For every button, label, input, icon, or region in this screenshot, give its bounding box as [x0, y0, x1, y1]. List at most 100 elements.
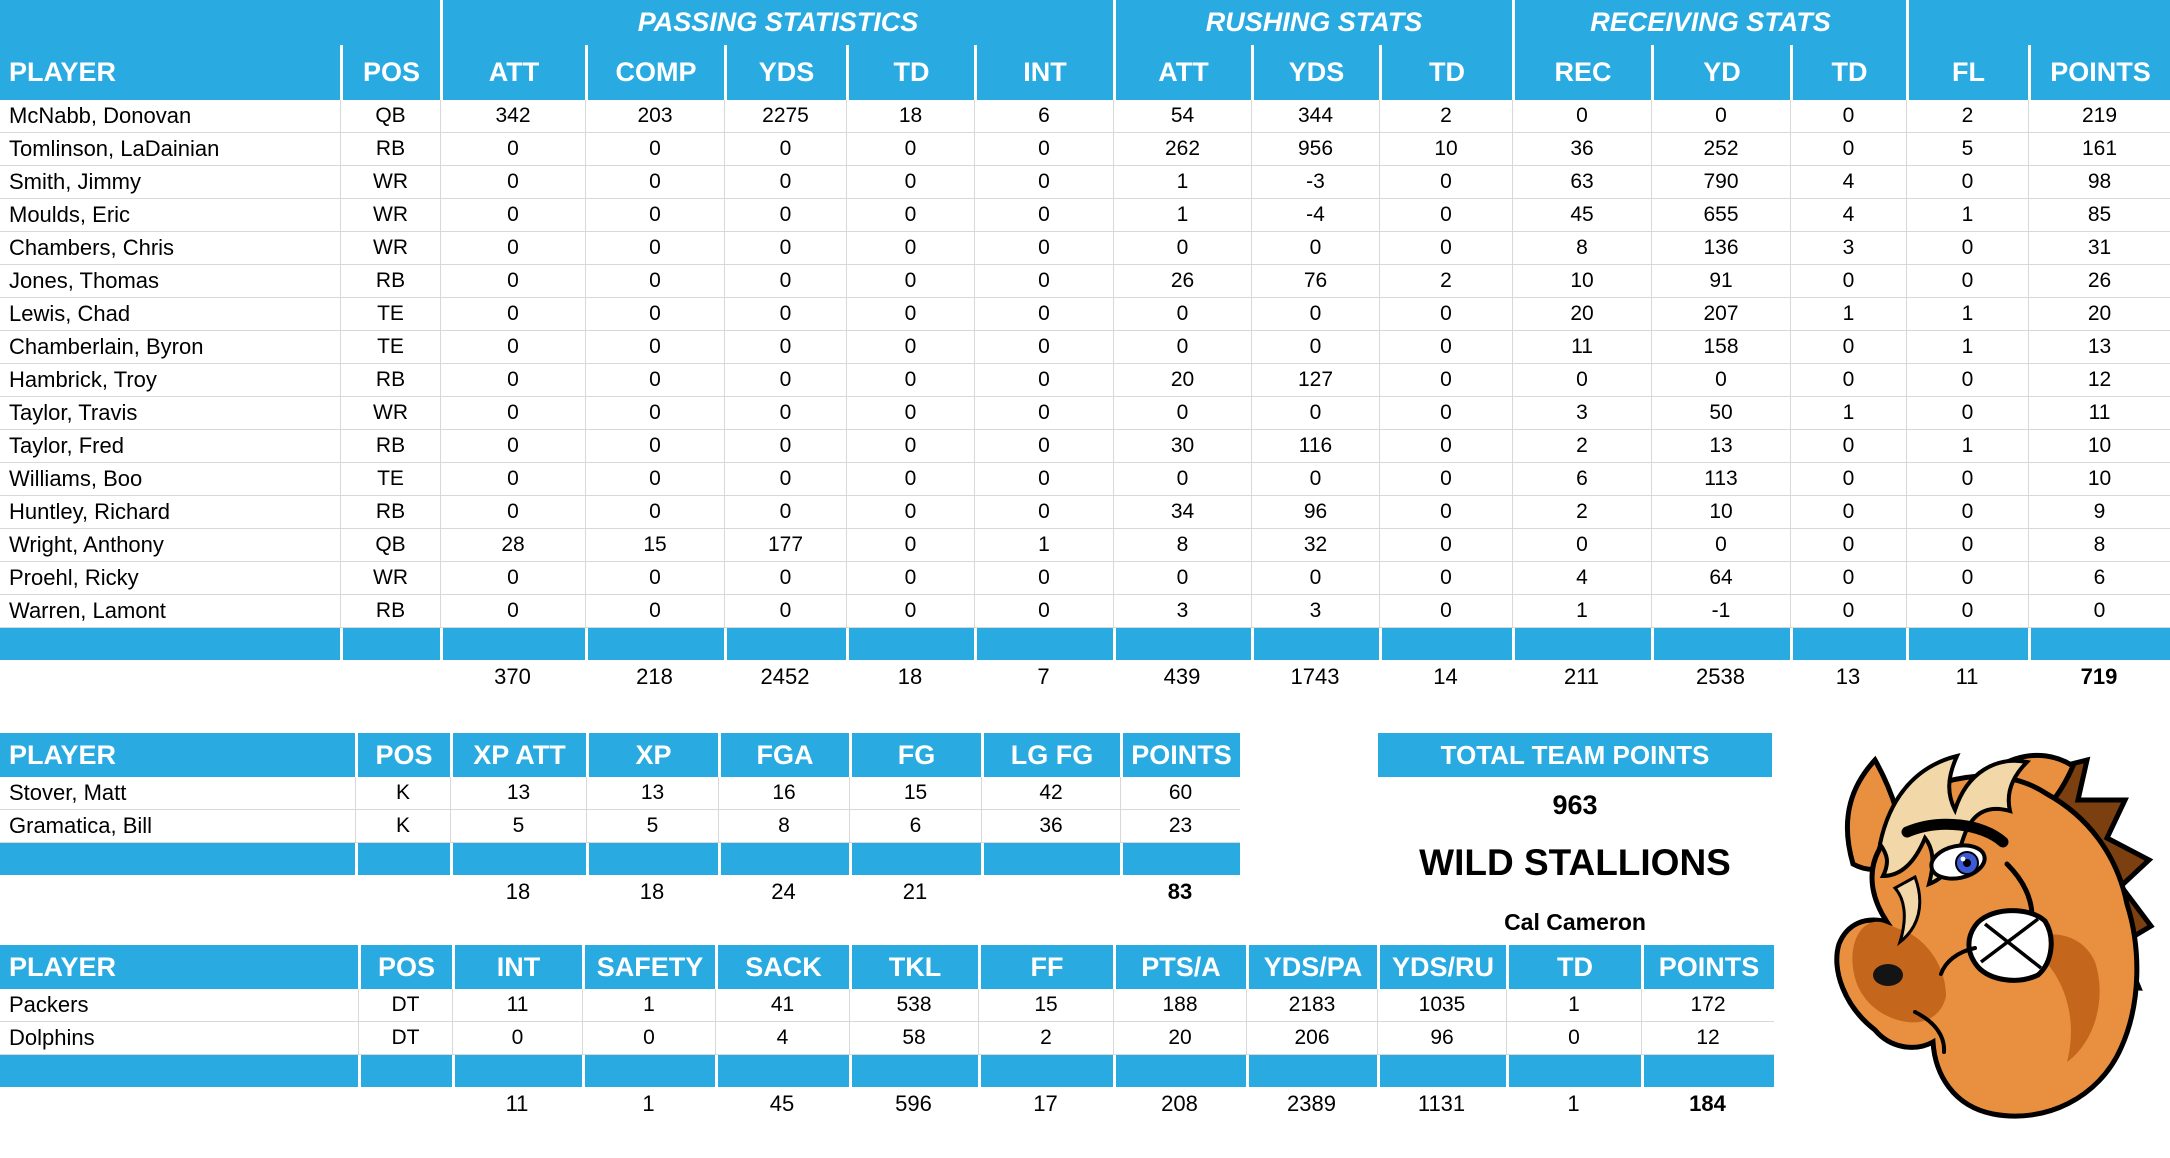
- stat-cell[interactable]: 0: [1790, 496, 1906, 529]
- stat-cell[interactable]: 10: [2028, 463, 2170, 496]
- stat-cell[interactable]: 60: [1120, 777, 1240, 810]
- stat-cell[interactable]: 0: [1379, 595, 1512, 628]
- stat-cell[interactable]: 0: [1790, 529, 1906, 562]
- stat-cell[interactable]: 0: [1906, 265, 2028, 298]
- stat-cell[interactable]: 0: [974, 133, 1113, 166]
- stat-cell[interactable]: 0: [846, 364, 974, 397]
- stat-cell[interactable]: 158: [1651, 331, 1790, 364]
- stat-cell[interactable]: 31: [2028, 232, 2170, 265]
- stat-cell[interactable]: 0: [585, 463, 724, 496]
- stat-cell[interactable]: 23: [1120, 810, 1240, 843]
- stat-cell[interactable]: 30: [1113, 430, 1251, 463]
- stat-cell[interactable]: 0: [846, 133, 974, 166]
- stat-cell[interactable]: 13: [1651, 430, 1790, 463]
- stat-cell[interactable]: 41: [715, 989, 849, 1022]
- total-team-points-value[interactable]: 963: [1552, 790, 1598, 820]
- stat-cell[interactable]: 0: [440, 331, 585, 364]
- pos-cell[interactable]: DT: [358, 989, 452, 1022]
- stat-cell[interactable]: -4: [1251, 199, 1379, 232]
- stat-cell[interactable]: 0: [974, 397, 1113, 430]
- stat-cell[interactable]: 0: [974, 331, 1113, 364]
- stat-cell[interactable]: 6: [974, 100, 1113, 133]
- stat-cell[interactable]: 0: [440, 430, 585, 463]
- pos-cell[interactable]: K: [355, 810, 450, 843]
- stat-cell[interactable]: 11: [2028, 397, 2170, 430]
- stat-cell[interactable]: 0: [846, 562, 974, 595]
- stat-cell[interactable]: 4: [1790, 199, 1906, 232]
- stat-cell[interactable]: 13: [2028, 331, 2170, 364]
- stat-cell[interactable]: 0: [1251, 232, 1379, 265]
- total-cell[interactable]: 1: [1567, 1091, 1580, 1116]
- pos-cell[interactable]: QB: [340, 100, 440, 133]
- stat-cell[interactable]: 0: [1251, 298, 1379, 331]
- stat-cell[interactable]: 10: [1512, 265, 1651, 298]
- total-cell[interactable]: 83: [1167, 879, 1193, 904]
- stat-cell[interactable]: 8: [718, 810, 849, 843]
- stat-cell[interactable]: 1: [974, 529, 1113, 562]
- player-cell[interactable]: Taylor, Travis: [0, 397, 340, 430]
- stat-cell[interactable]: 0: [1113, 562, 1251, 595]
- stat-cell[interactable]: 36: [1512, 133, 1651, 166]
- pos-cell[interactable]: TE: [340, 463, 440, 496]
- total-cell[interactable]: 1: [642, 1091, 655, 1116]
- stat-cell[interactable]: 0: [1906, 397, 2028, 430]
- player-cell[interactable]: Williams, Boo: [0, 463, 340, 496]
- stat-cell[interactable]: 3: [1512, 397, 1651, 430]
- player-cell[interactable]: Jones, Thomas: [0, 265, 340, 298]
- stat-cell[interactable]: 0: [974, 166, 1113, 199]
- stat-cell[interactable]: 1: [1906, 331, 2028, 364]
- total-cell[interactable]: 18: [505, 879, 531, 904]
- stat-cell[interactable]: 1: [1113, 166, 1251, 199]
- stat-cell[interactable]: 1: [1906, 430, 2028, 463]
- stat-cell[interactable]: 0: [1512, 100, 1651, 133]
- stat-cell[interactable]: 0: [974, 265, 1113, 298]
- total-cell[interactable]: [355, 875, 450, 909]
- player-cell[interactable]: Tomlinson, LaDainian: [0, 133, 340, 166]
- stat-cell[interactable]: 0: [585, 331, 724, 364]
- stat-cell[interactable]: 0: [1379, 364, 1512, 397]
- stat-cell[interactable]: 0: [974, 562, 1113, 595]
- player-cell[interactable]: Lewis, Chad: [0, 298, 340, 331]
- stat-cell[interactable]: 4: [1790, 166, 1906, 199]
- stat-cell[interactable]: 0: [846, 496, 974, 529]
- stat-cell[interactable]: 4: [1512, 562, 1651, 595]
- stat-cell[interactable]: 8: [1512, 232, 1651, 265]
- stat-cell[interactable]: 0: [585, 430, 724, 463]
- stat-cell[interactable]: 0: [1379, 331, 1512, 364]
- stat-cell[interactable]: 0: [1379, 430, 1512, 463]
- total-cell[interactable]: 18: [639, 879, 665, 904]
- stat-cell[interactable]: 0: [1790, 562, 1906, 595]
- stat-cell[interactable]: 0: [1379, 562, 1512, 595]
- stat-cell[interactable]: 16: [718, 777, 849, 810]
- stat-cell[interactable]: 0: [585, 232, 724, 265]
- stat-cell[interactable]: 1: [1790, 397, 1906, 430]
- stat-cell[interactable]: 790: [1651, 166, 1790, 199]
- stat-cell[interactable]: 0: [440, 397, 585, 430]
- stat-cell[interactable]: 0: [585, 364, 724, 397]
- total-cell[interactable]: 2389: [1287, 1091, 1336, 1116]
- stat-cell[interactable]: 50: [1651, 397, 1790, 430]
- stat-cell[interactable]: 0: [1379, 298, 1512, 331]
- total-cell[interactable]: [981, 875, 1120, 909]
- stat-cell[interactable]: 0: [724, 397, 846, 430]
- total-cell[interactable]: 7: [1037, 664, 1050, 689]
- stat-cell[interactable]: 0: [724, 331, 846, 364]
- stat-cell[interactable]: 0: [1113, 232, 1251, 265]
- stat-cell[interactable]: 8: [1113, 529, 1251, 562]
- stat-cell[interactable]: 0: [440, 133, 585, 166]
- stat-cell[interactable]: 3: [1251, 595, 1379, 628]
- total-cell[interactable]: 11: [1955, 664, 1979, 689]
- stat-cell[interactable]: 0: [974, 463, 1113, 496]
- total-cell[interactable]: 211: [1563, 664, 1600, 689]
- stat-cell[interactable]: 20: [2028, 298, 2170, 331]
- stat-cell[interactable]: 0: [1113, 331, 1251, 364]
- stat-cell[interactable]: 116: [1251, 430, 1379, 463]
- stat-cell[interactable]: 0: [1651, 364, 1790, 397]
- total-cell[interactable]: [340, 660, 440, 694]
- stat-cell[interactable]: 127: [1251, 364, 1379, 397]
- stat-cell[interactable]: 0: [846, 595, 974, 628]
- stat-cell[interactable]: 0: [974, 595, 1113, 628]
- stat-cell[interactable]: 2: [1512, 496, 1651, 529]
- stat-cell[interactable]: 262: [1113, 133, 1251, 166]
- stat-cell[interactable]: 0: [440, 166, 585, 199]
